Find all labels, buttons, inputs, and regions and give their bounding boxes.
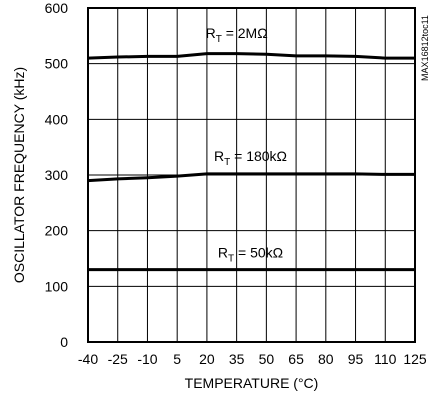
- x-tick-label: 80: [318, 351, 334, 367]
- x-tick-label: -40: [78, 351, 98, 367]
- y-tick-label: 200: [45, 223, 69, 239]
- series-line-1: [87, 172, 415, 183]
- x-tick-label: 20: [199, 351, 215, 367]
- series-layer: [87, 52, 415, 272]
- y-tick-label: 100: [45, 278, 69, 294]
- x-tick-label: -25: [108, 351, 128, 367]
- x-axis-title: TEMPERATURE (°C): [185, 375, 319, 391]
- series-label-2mohm-sub: T: [216, 34, 222, 45]
- y-tick-label: 0: [60, 334, 68, 350]
- series-label-50kohm: RT = 50kΩ: [218, 245, 283, 265]
- series-label-180kohm-rest: = 180kΩ: [230, 148, 287, 164]
- series-label-50kohm-sub: T: [228, 254, 234, 265]
- y-tick-label: 500: [45, 56, 69, 72]
- x-tick-label: 65: [288, 351, 304, 367]
- x-tick-label: 50: [259, 351, 275, 367]
- x-tick-label: 5: [173, 351, 181, 367]
- figure-code: MAX16812toc11: [420, 15, 430, 81]
- series-label-180kohm-prefix: R: [214, 148, 224, 164]
- y-tick-label: 400: [45, 111, 69, 127]
- y-tick-label: 600: [45, 0, 69, 16]
- series-label-180kohm-sub: T: [224, 157, 230, 168]
- x-tick-label: 35: [229, 351, 245, 367]
- series-label-50kohm-prefix: R: [218, 245, 228, 261]
- series-label-2mohm: RT = 2MΩ: [206, 25, 268, 45]
- series-label-180kohm: RT = 180kΩ: [214, 148, 287, 168]
- y-tick-label: 300: [45, 167, 69, 183]
- series-label-50kohm-rest: = 50kΩ: [234, 245, 283, 261]
- x-tick-label: 95: [348, 351, 364, 367]
- y-tick-labels: 0 100 200 300 400 500 600: [45, 0, 69, 350]
- x-tick-label: -10: [137, 351, 157, 367]
- series-label-2mohm-rest: = 2MΩ: [222, 25, 268, 41]
- x-tick-label: 110: [374, 351, 397, 367]
- x-tick-label: 125: [403, 351, 427, 367]
- plot-frame: [87, 7, 416, 343]
- y-axis-title: OSCILLATOR FREQUENCY (kHz): [11, 67, 27, 283]
- series-label-2mohm-prefix: R: [206, 25, 216, 41]
- x-tick-labels: -40 -25 -10 5 20 35 50 65 80 95 110 125: [78, 351, 427, 367]
- series-line-0: [87, 52, 415, 60]
